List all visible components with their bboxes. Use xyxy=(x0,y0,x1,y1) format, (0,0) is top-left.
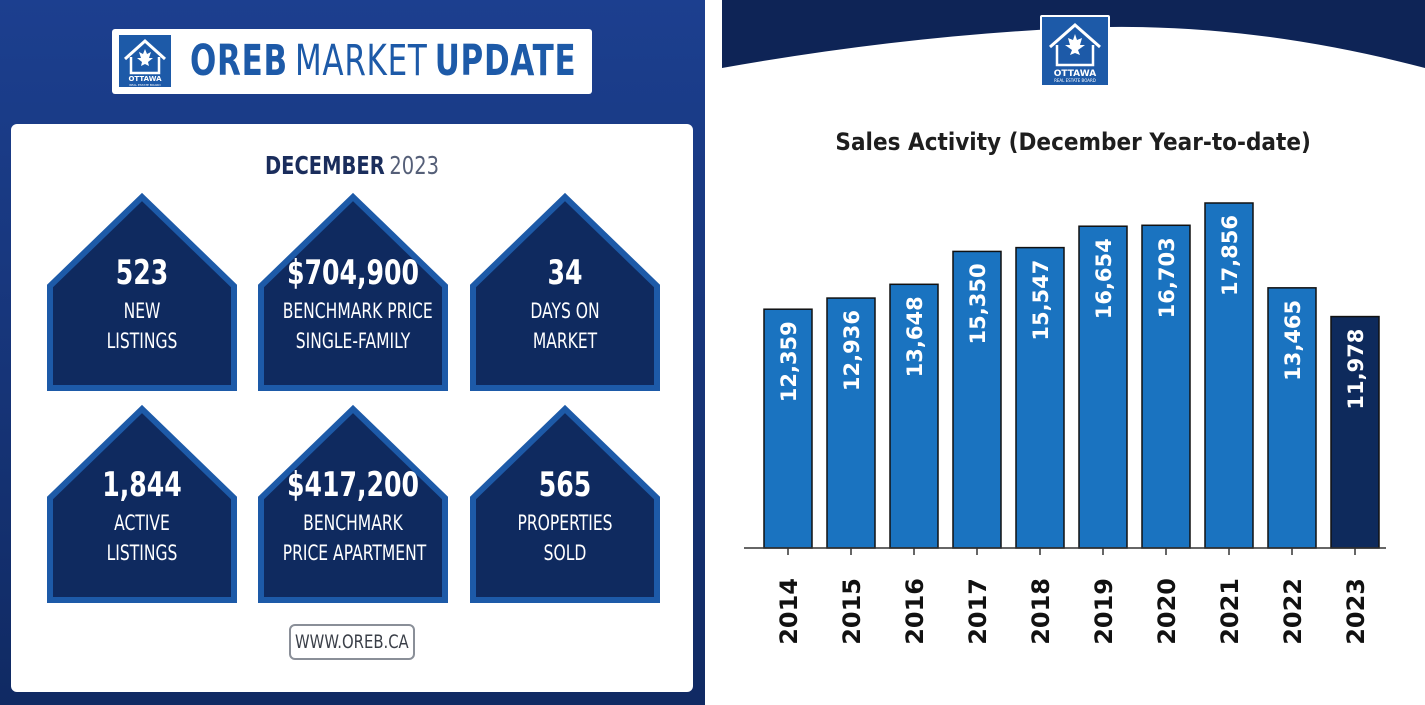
logo-wordmark: OTTAWA xyxy=(128,75,162,83)
bar-value-label: 12,359 xyxy=(777,321,801,402)
stat-value: $417,200 xyxy=(286,465,420,505)
bar-2016 xyxy=(889,283,939,549)
stat-new-listings: 523 NEW LISTINGS xyxy=(47,192,237,392)
x-tick-label: 2022 xyxy=(1279,578,1307,645)
bar-2015 xyxy=(826,297,876,549)
page-title: OREB MARKET UPDATE xyxy=(190,35,576,87)
stat-properties-sold: 565 PROPERTIES SOLD xyxy=(470,404,660,604)
stat-label-line2: LISTINGS xyxy=(106,541,178,565)
market-update-panel: OTTAWA REAL ESTATE BOARD OREB MARKET UPD… xyxy=(0,0,705,705)
report-year: 2023 xyxy=(389,151,440,180)
bar-2018 xyxy=(1015,246,1065,549)
bar-value-label: 12,936 xyxy=(840,310,864,391)
bar-value-label: 13,648 xyxy=(903,296,927,377)
stat-label-line2: LISTINGS xyxy=(106,329,178,353)
stat-benchmark-apartment: $417,200 BENCHMARK PRICE APARTMENT xyxy=(258,404,448,604)
house-shape-icon xyxy=(258,404,448,603)
oreb-logo: OTTAWA REAL ESTATE BOARD xyxy=(1040,15,1110,87)
stat-value: 523 xyxy=(115,253,169,293)
stat-label-line2: PRICE APARTMENT xyxy=(282,541,427,565)
bar-value-label: 11,978 xyxy=(1344,329,1368,410)
bar-2019 xyxy=(1078,225,1128,549)
logo-wordmark: OTTAWA xyxy=(1054,69,1097,79)
header-banner: OTTAWA REAL ESTATE BOARD OREB MARKET UPD… xyxy=(112,29,592,94)
stat-active-listings: 1,844 ACTIVE LISTINGS xyxy=(47,404,237,604)
x-tick-label: 2014 xyxy=(775,578,803,645)
x-tick-label: 2021 xyxy=(1216,578,1244,645)
stat-value: 1,844 xyxy=(102,465,182,505)
house-maple-leaf-icon: OTTAWA REAL ESTATE BOARD xyxy=(1049,23,1101,83)
report-month: DECEMBER xyxy=(264,151,385,180)
stat-value: $704,900 xyxy=(286,253,420,293)
title-update: UPDATE xyxy=(434,36,577,86)
stat-benchmark-single-family: $704,900 BENCHMARK PRICE SINGLE-FAMILY xyxy=(258,192,448,392)
x-tick-label: 2016 xyxy=(901,578,929,645)
stat-label-line1: PROPERTIES xyxy=(517,511,613,535)
bar-2022 xyxy=(1267,287,1317,549)
bar-value-label: 17,856 xyxy=(1218,215,1242,296)
report-period: DECEMBER 2023 xyxy=(86,151,618,180)
stat-label-line2: SINGLE-FAMILY xyxy=(295,329,411,353)
house-shape-icon xyxy=(47,404,237,603)
title-oreb: OREB xyxy=(190,36,288,86)
stat-label-line1: BENCHMARK PRICE xyxy=(282,299,433,323)
house-maple-leaf-icon: OTTAWA REAL ESTATE BOARD xyxy=(123,38,167,87)
x-tick-label: 2020 xyxy=(1153,578,1181,645)
bar-value-label: 15,547 xyxy=(1029,260,1053,341)
bar-2023 xyxy=(1330,315,1380,549)
bar-value-label: 16,703 xyxy=(1155,237,1179,318)
website-link[interactable]: WWW.OREB.CA xyxy=(289,624,415,660)
stat-label-line1: DAYS ON xyxy=(530,299,600,323)
bar-value-label: 15,350 xyxy=(966,263,990,344)
oreb-logo: OTTAWA REAL ESTATE BOARD xyxy=(117,33,173,89)
bar-2020 xyxy=(1141,224,1191,549)
x-tick-label: 2015 xyxy=(838,578,866,645)
stat-label-line1: ACTIVE xyxy=(114,511,170,535)
sales-activity-panel: OTTAWA REAL ESTATE BOARD Sales Activity … xyxy=(722,0,1425,705)
stat-label-line1: BENCHMARK xyxy=(303,511,403,535)
stat-value: 565 xyxy=(538,465,592,505)
header-wave-band xyxy=(722,0,1425,68)
stat-label-line1: NEW xyxy=(123,299,161,323)
bar-value-label: 13,465 xyxy=(1281,300,1305,381)
bar-2014 xyxy=(763,308,813,549)
sales-bar-chart: 12,359 2014 12,936 2015 13,648 2016 15,350 2017… xyxy=(744,202,1386,645)
house-shape-icon xyxy=(47,192,237,391)
x-tick-label: 2023 xyxy=(1342,578,1370,645)
x-tick-label: 2018 xyxy=(1027,578,1055,645)
house-shape-icon xyxy=(470,404,660,603)
house-shape-icon xyxy=(258,192,448,391)
stat-label-line2: SOLD xyxy=(543,541,587,565)
title-market: MARKET xyxy=(294,36,428,86)
x-tick-label: 2017 xyxy=(964,578,992,645)
house-shape-icon xyxy=(470,192,660,391)
logo-subtext: REAL ESTATE BOARD xyxy=(129,83,161,87)
logo-subtext: REAL ESTATE BOARD xyxy=(1054,78,1096,83)
stat-value: 34 xyxy=(547,253,583,293)
x-tick-label: 2019 xyxy=(1090,578,1118,645)
stat-label-line2: MARKET xyxy=(532,329,598,353)
stat-days-on-market: 34 DAYS ON MARKET xyxy=(470,192,660,392)
chart-title: Sales Activity (December Year-to-date) xyxy=(835,128,1312,156)
website-url: WWW.OREB.CA xyxy=(295,631,409,653)
bar-value-label: 16,654 xyxy=(1092,238,1116,319)
stats-card: DECEMBER 2023 523 NEW LISTINGS $704,900 B… xyxy=(11,124,693,692)
bar-2021 xyxy=(1204,202,1254,549)
